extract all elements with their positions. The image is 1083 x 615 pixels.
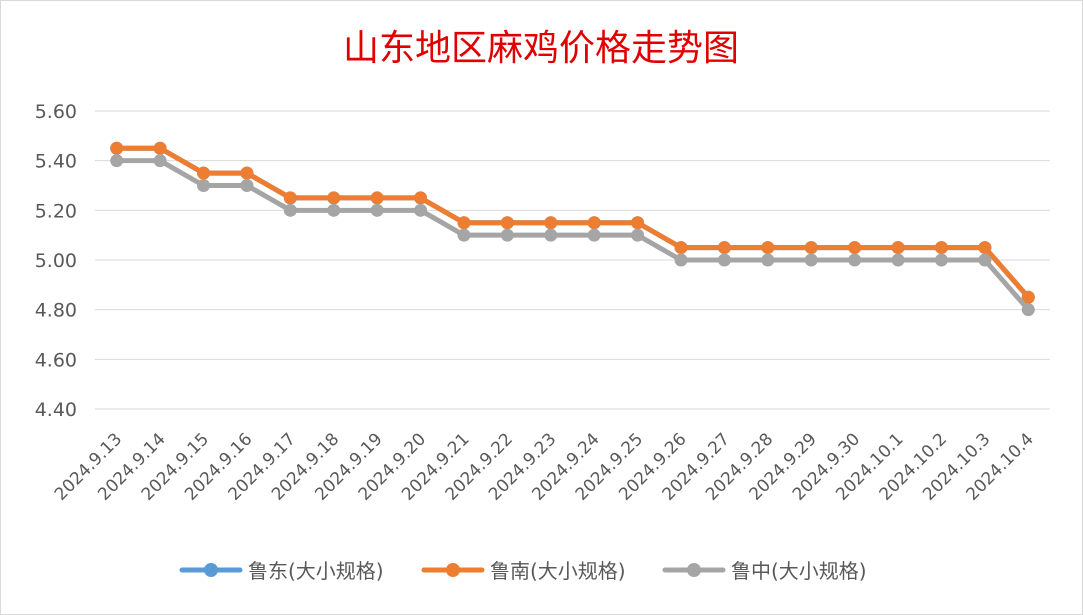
legend-marker-icon (687, 563, 701, 577)
data-point (587, 228, 601, 242)
data-point (327, 191, 341, 205)
data-point (848, 253, 862, 267)
legend-label: 鲁东(大小规格) (248, 559, 384, 583)
data-point (153, 141, 167, 155)
data-point (631, 228, 645, 242)
data-point (110, 141, 124, 155)
data-point (110, 154, 124, 168)
data-point (1021, 290, 1035, 304)
data-point (544, 228, 558, 242)
data-point (934, 241, 948, 255)
data-point (544, 216, 558, 230)
series-3 (110, 154, 1035, 317)
data-point (457, 216, 471, 230)
data-point (500, 228, 514, 242)
data-point (197, 166, 211, 180)
data-point (283, 203, 297, 217)
data-point (631, 216, 645, 230)
legend-label: 鲁南(大小规格) (490, 559, 626, 583)
data-point (414, 191, 428, 205)
grid-lines (95, 110, 1050, 410)
data-point (674, 253, 688, 267)
data-point (978, 253, 992, 267)
data-point (891, 253, 905, 267)
y-tick-label: 5.00 (35, 250, 77, 272)
data-point (327, 203, 341, 217)
chart-title: 山东地区麻鸡价格走势图 (343, 28, 739, 69)
legend-marker-icon (204, 563, 218, 577)
data-point (761, 253, 775, 267)
data-point (414, 203, 428, 217)
data-point (978, 241, 992, 255)
data-point (848, 241, 862, 255)
data-point (717, 253, 731, 267)
data-point (240, 166, 254, 180)
data-point (587, 216, 601, 230)
y-axis: 5.60 5.40 5.20 5.00 4.80 4.60 4.40 (35, 101, 77, 421)
data-point (370, 203, 384, 217)
legend-marker-icon (446, 563, 460, 577)
data-point (804, 253, 818, 267)
legend-item: 鲁中(大小规格) (662, 559, 867, 583)
data-point (891, 241, 905, 255)
legend: 鲁东(大小规格) 鲁南(大小规格) 鲁中(大小规格) (179, 559, 867, 583)
data-point (804, 241, 818, 255)
data-point (717, 241, 731, 255)
y-tick-label: 4.60 (35, 349, 77, 371)
data-point (500, 216, 514, 230)
series-line (114, 158, 1031, 313)
legend-item: 鲁南(大小规格) (421, 559, 626, 583)
data-point (674, 241, 688, 255)
y-tick-label: 5.60 (35, 101, 77, 123)
series-layer (110, 141, 1035, 317)
data-point (240, 179, 254, 192)
legend-label: 鲁中(大小规格) (731, 559, 867, 583)
data-point (1021, 303, 1035, 317)
data-point (283, 191, 297, 205)
series-line (114, 145, 1031, 300)
series-2 (110, 141, 1035, 304)
data-point (370, 191, 384, 205)
y-tick-label: 5.40 (35, 151, 77, 173)
data-point (153, 154, 167, 168)
y-tick-label: 4.80 (35, 300, 77, 322)
data-point (457, 228, 471, 242)
y-tick-label: 5.20 (35, 200, 77, 222)
data-point (197, 179, 211, 192)
y-tick-label: 4.40 (35, 399, 77, 421)
data-point (761, 241, 775, 255)
data-point (934, 253, 948, 267)
legend-item: 鲁东(大小规格) (179, 559, 384, 583)
